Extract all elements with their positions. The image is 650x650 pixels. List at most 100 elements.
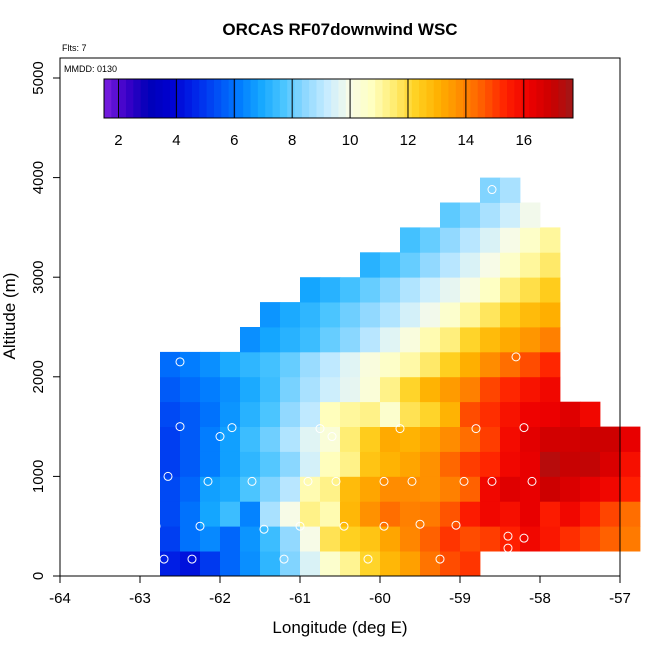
heatmap-cell <box>380 426 401 452</box>
sample-point <box>519 423 529 433</box>
heatmap-cell <box>360 451 381 477</box>
heatmap-cell <box>540 351 561 378</box>
heatmap-cell <box>300 451 321 477</box>
sample-point <box>407 476 417 486</box>
heatmap-cell <box>340 327 361 353</box>
colorbar-segment <box>133 79 142 118</box>
heatmap-cell <box>500 401 521 427</box>
heatmap-cell <box>540 501 561 527</box>
colorbar-segment <box>184 79 193 118</box>
heatmap-cell <box>360 476 381 502</box>
heatmap-cell <box>600 526 621 552</box>
heatmap-cell <box>160 526 181 552</box>
heatmap-cell <box>360 252 381 278</box>
heatmap-cell <box>200 551 221 577</box>
y-axis-tick-label: 4000 <box>30 161 47 194</box>
heatmap-cell <box>340 526 361 552</box>
heatmap-cell <box>520 252 541 278</box>
colorbar-segment <box>463 79 471 118</box>
y-axis-tick-label: 1000 <box>30 460 47 493</box>
heatmap-cell <box>200 351 221 378</box>
sample-point <box>363 554 373 564</box>
heatmap-cell <box>440 401 461 427</box>
heatmap-cell <box>260 476 281 502</box>
sample-point <box>331 476 341 486</box>
heatmap-cell <box>240 501 261 527</box>
heatmap-cell <box>280 501 301 527</box>
sample-point <box>175 357 185 367</box>
colorbar-segment <box>367 79 376 118</box>
heatmap-cell <box>500 252 521 278</box>
colorbar-segment <box>441 79 449 118</box>
heatmap-cell <box>380 476 401 502</box>
heatmap-cell <box>380 277 401 303</box>
heatmap-cell <box>420 501 441 527</box>
sample-point <box>379 521 389 531</box>
heatmap-cell <box>420 376 441 403</box>
colorbar-segment <box>294 79 303 118</box>
heatmap-cell <box>380 376 401 403</box>
sample-point <box>159 554 169 564</box>
heatmap-cell <box>280 376 301 403</box>
heatmap-cell <box>540 252 561 278</box>
heatmap-cell <box>460 327 481 353</box>
heatmap-cell <box>400 327 421 353</box>
heatmap-cell <box>340 426 361 452</box>
heatmap-cell <box>260 526 281 552</box>
colorbar-tick-label: 12 <box>400 132 417 149</box>
colorbar-segment <box>265 79 274 118</box>
heatmap-cell <box>420 227 441 253</box>
colorbar-segment <box>199 79 208 118</box>
heatmap-cell <box>260 351 281 378</box>
heatmap-cell <box>500 227 521 253</box>
heatmap-cell <box>460 277 481 303</box>
colorbar-segment <box>397 79 405 118</box>
heatmap-cell <box>200 401 221 427</box>
heatmap-cell <box>500 177 521 203</box>
heatmap-cell <box>400 551 421 577</box>
colorbar-segment <box>162 79 171 118</box>
heatmap-cell <box>480 401 501 427</box>
heatmap-cell <box>240 451 261 477</box>
colorbar-segment <box>433 79 442 118</box>
heatmap-cell <box>260 376 281 403</box>
colorbar-segment <box>492 79 501 118</box>
heatmap-cell <box>480 476 501 502</box>
heatmap-cell <box>420 327 441 353</box>
colorbar-segment <box>485 79 493 118</box>
heatmap-cell <box>520 426 541 452</box>
heatmap-cell <box>480 351 501 378</box>
heatmap-cell <box>460 551 481 577</box>
heatmap-cell <box>520 351 541 378</box>
heatmap-cell <box>300 476 321 502</box>
sample-point <box>435 554 445 564</box>
heatmap-cell <box>460 451 481 477</box>
heatmap-cell <box>400 351 421 378</box>
colorbar-segment <box>272 79 281 118</box>
heatmap-cell <box>160 551 181 577</box>
heatmap-cell <box>480 277 501 303</box>
colorbar-segment <box>104 79 112 118</box>
heatmap-cell <box>180 526 201 552</box>
heatmap-cell <box>200 476 221 502</box>
heatmap-cell <box>460 252 481 278</box>
colorbar-segment <box>213 79 222 118</box>
sample-point <box>471 424 481 434</box>
heatmap-cell <box>580 476 601 502</box>
heatmap-cell <box>360 501 381 527</box>
flight-count-label: Flts: 7 <box>62 43 87 53</box>
heatmap-cell <box>360 277 381 303</box>
heatmap-cell <box>180 476 201 502</box>
colorbar-segment <box>507 79 515 118</box>
sample-point <box>279 554 289 564</box>
heatmap-cell <box>500 302 521 328</box>
heatmap-cell <box>200 526 221 552</box>
heatmap-cell <box>480 376 501 403</box>
heatmap-cell <box>540 277 561 303</box>
heatmap-cell <box>300 351 321 378</box>
heatmap-cell <box>340 401 361 427</box>
plot-frame <box>59 57 621 577</box>
colorbar-segment <box>543 79 552 118</box>
heatmap-cell <box>560 526 581 552</box>
